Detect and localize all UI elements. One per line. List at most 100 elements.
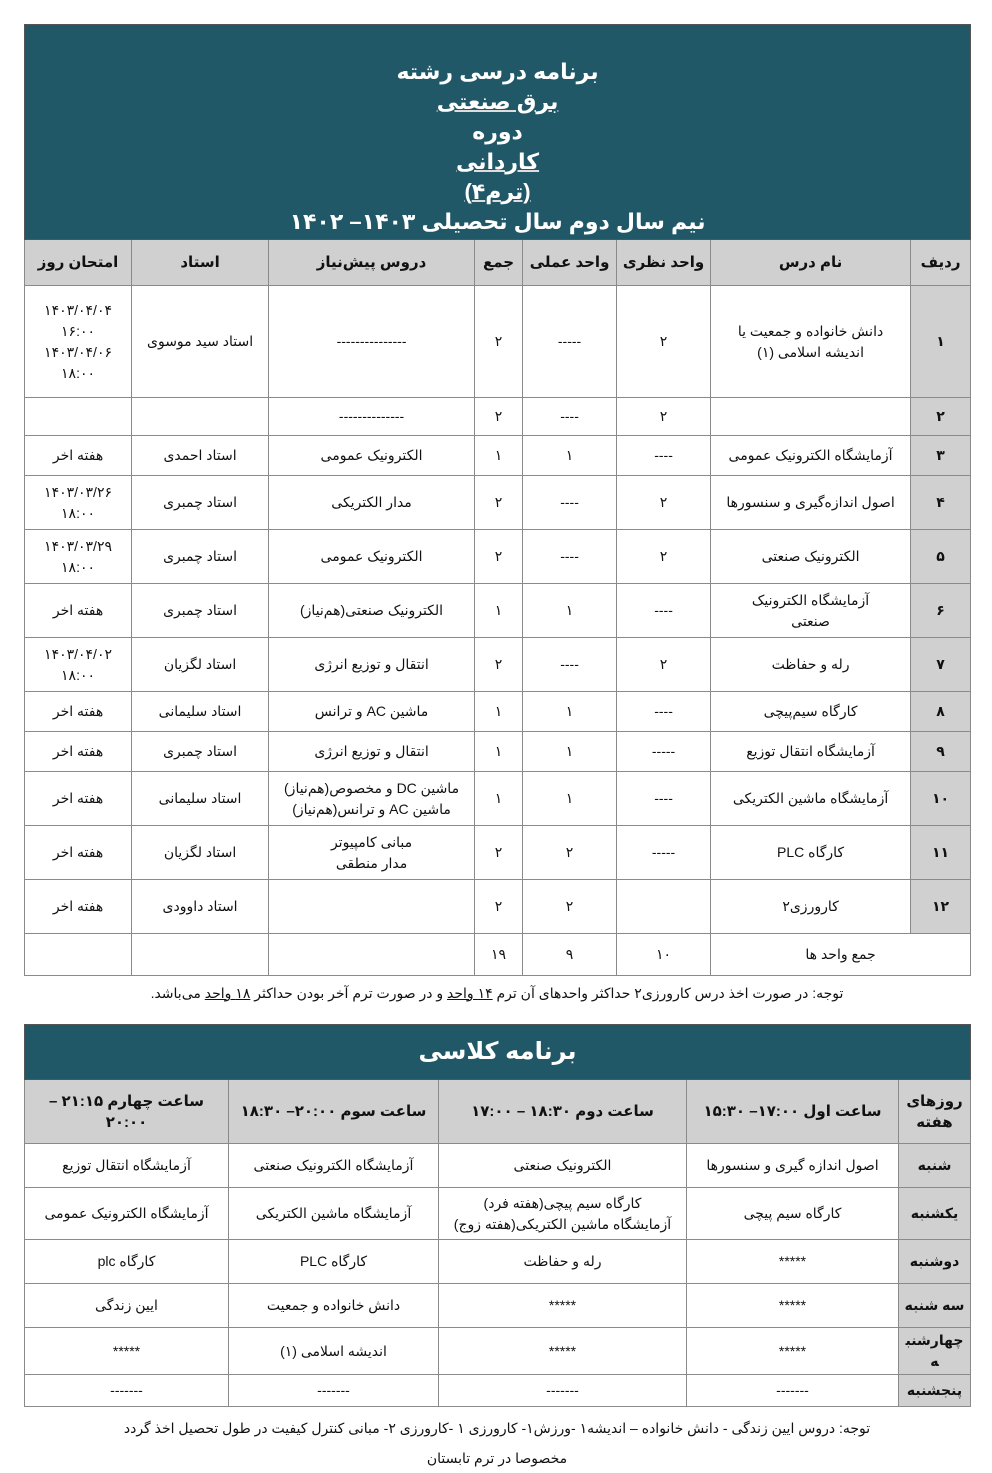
table-cell: ۲ <box>616 475 712 530</box>
table-cell: استاد چمبری <box>131 731 270 772</box>
class-schedule-table: برنامه کلاسی روزهای هفته ساعت اول ۱۷:۰۰– … <box>24 1024 971 1407</box>
column-header: نام درس <box>710 239 912 286</box>
table-cell: انتقال و توزیع انرژی <box>268 731 476 772</box>
table-cell: استاد داوودی <box>131 879 270 934</box>
table-cell: --------------- <box>268 285 476 398</box>
table-cell: ۲ <box>474 285 524 398</box>
schedule-note-line: توجه: دروس ایین زندگی - دانش خانواده – ا… <box>123 1420 871 1436</box>
program-note: توجه: در صورت اخذ درس کارورزی۲ حداکثر وا… <box>150 985 844 1001</box>
schedule-row: چهارشنبه ***** ***** اندیشه اسلامی (۱) ***** <box>24 1327 971 1375</box>
row-index: ۳ <box>910 435 972 476</box>
day-label: سه شنبه <box>898 1283 971 1328</box>
schedule-cell: کارگاه سیم پیچی <box>686 1187 899 1240</box>
table-row: ۴ اصول اندازه‌گیری و سنسورها ۲ ---- ۲ مدار ال… <box>23 475 972 530</box>
row-index: ۱۰ <box>910 771 972 826</box>
schedule-row: شنبه اصول اندازه گیری و سنسورها الکترونیک … <box>24 1143 971 1188</box>
table-cell: مدار الکتریکی <box>268 475 476 530</box>
table-row: ۱ دانش خانواده و جمعیت یا اندیشه اسلامی (… <box>23 285 972 398</box>
table-cell: الکترونیک عمومی <box>268 435 476 476</box>
table-cell: ----- <box>616 731 712 772</box>
table-cell: هفته اخر <box>23 771 133 826</box>
table-cell: هفته اخر <box>23 731 133 772</box>
table-cell: هفته اخر <box>23 691 133 732</box>
schedule-cell: ***** <box>24 1327 229 1375</box>
table-cell: ۲ <box>474 397 524 436</box>
table-cell: ۱۴۰۳/۰۴/۰۲ ۱۸:۰۰ <box>23 637 133 692</box>
total-practical: ۹ <box>522 933 618 976</box>
table-cell: ---- <box>522 637 618 692</box>
schedule-note-line: مخصوصا در ترم تابستان <box>426 1450 568 1466</box>
course-program-table: برنامه درسی رشته برق صنعتی دوره کاردانی … <box>23 24 972 976</box>
schedule-cell: آزمایشگاه ماشین الکتریکی <box>228 1187 439 1240</box>
table-row: ۱۰ آزمایشگاه ماشین الکتریکی ---- ۱ ۱ ماشین DC… <box>23 771 972 826</box>
table-cell <box>616 879 712 934</box>
table-cell: الکترونیک صنعتی(هم‌نیاز) <box>268 583 476 638</box>
table-cell: هفته اخر <box>23 825 133 880</box>
table-cell: آزمایشگاه انتقال توزیع <box>710 731 912 772</box>
table-row: ۹ آزمایشگاه انتقال توزیع ----- ۱ ۱ انتقال و ت… <box>23 731 972 772</box>
column-header: روزهای هفته <box>898 1079 971 1144</box>
table-cell: ۱ <box>522 771 618 826</box>
table-cell: کارورزی۲ <box>710 879 912 934</box>
table-cell <box>710 397 912 436</box>
table-cell: استاد لگزیان <box>131 637 270 692</box>
table-cell: ۱۴۰۳/۰۴/۰۴ ۱۶:۰۰ ۱۴۰۳/۰۴/۰۶ ۱۸:۰۰ <box>23 285 133 398</box>
table-cell: آزمایشگاه ماشین الکتریکی <box>710 771 912 826</box>
table-cell: ---- <box>522 475 618 530</box>
table-row: ۸ کارگاه سیم‌پیچی ---- ۱ ۱ ماشین AC و ترانس اس… <box>23 691 972 732</box>
table-cell: ۱ <box>522 435 618 476</box>
table-cell: ---- <box>616 435 712 476</box>
schedule-cell: ***** <box>686 1283 899 1328</box>
schedule-cell: ------- <box>438 1374 687 1407</box>
schedule-cell: ***** <box>438 1327 687 1375</box>
row-index: ۹ <box>910 731 972 772</box>
column-header: ساعت سوم ۲۰:۰۰– ۱۸:۳۰ <box>228 1079 439 1144</box>
table-cell: ۱ <box>474 435 524 476</box>
table-cell: ---- <box>522 397 618 436</box>
table-cell: ۲ <box>616 285 712 398</box>
table-cell: ۲ <box>474 879 524 934</box>
row-index: ۱۲ <box>910 879 972 934</box>
table-cell: هفته اخر <box>23 879 133 934</box>
table-cell: استاد لگزیان <box>131 825 270 880</box>
table-row: ۱۲ کارورزی۲ ۲ ۲ استاد داوودی هفته اخر <box>23 879 972 934</box>
schedule-cell: آزمایشگاه الکترونیک صنعتی <box>228 1143 439 1188</box>
table-cell: ---- <box>616 583 712 638</box>
schedule-cell: کارگاه سیم پیچی(هفته فرد) آزمایشگاه ماشی… <box>438 1187 687 1240</box>
table-cell: ۲ <box>522 879 618 934</box>
table-cell: آزمایشگاه الکترونیک عمومی <box>710 435 912 476</box>
schedule-cell: ------- <box>24 1374 229 1407</box>
table-cell <box>23 397 133 436</box>
schedule-cell: اصول اندازه گیری و سنسورها <box>686 1143 899 1188</box>
schedule-cell: ***** <box>438 1283 687 1328</box>
schedule-cell: آزمایشگاه انتقال توزیع <box>24 1143 229 1188</box>
table-cell: دانش خانواده و جمعیت یا اندیشه اسلامی (۱… <box>710 285 912 398</box>
table-cell: الکترونیک عمومی <box>268 529 476 584</box>
table-cell: ---- <box>616 771 712 826</box>
column-header: امتحان روز <box>23 239 133 286</box>
table-cell: ۱۴۰۳/۰۳/۲۹ ۱۸:۰۰ <box>23 529 133 584</box>
table-row: ۱۱ کارگاه PLC ----- ۲ ۲ مبانی کامپیوتر مدار م… <box>23 825 972 880</box>
schedule-title: برنامه کلاسی <box>24 1024 971 1080</box>
column-header: ردیف <box>910 239 972 286</box>
schedule-cell: آزمایشگاه الکترونیک عمومی <box>24 1187 229 1240</box>
row-index: ۱۱ <box>910 825 972 880</box>
table-cell: ۱۴۰۳/۰۳/۲۶ ۱۸:۰۰ <box>23 475 133 530</box>
schedule-cell: دانش خانواده و جمعیت <box>228 1283 439 1328</box>
table-cell: ۱ <box>474 583 524 638</box>
column-header: استاد <box>131 239 270 286</box>
table-cell: ۲ <box>616 529 712 584</box>
schedule-cell: ایین زندگی <box>24 1283 229 1328</box>
total-sum: ۱۹ <box>474 933 524 976</box>
table-cell: کارگاه سیم‌پیچی <box>710 691 912 732</box>
row-index: ۵ <box>910 529 972 584</box>
day-label: شنبه <box>898 1143 971 1188</box>
row-index: ۱ <box>910 285 972 398</box>
schedule-cell: ------- <box>686 1374 899 1407</box>
table-cell: ----- <box>522 285 618 398</box>
total-theory: ۱۰ <box>616 933 712 976</box>
day-label: یکشنبه <box>898 1187 971 1240</box>
table-cell: مبانی کامپیوتر مدار منطقی <box>268 825 476 880</box>
row-index: ۴ <box>910 475 972 530</box>
table-cell: استاد چمبری <box>131 583 270 638</box>
